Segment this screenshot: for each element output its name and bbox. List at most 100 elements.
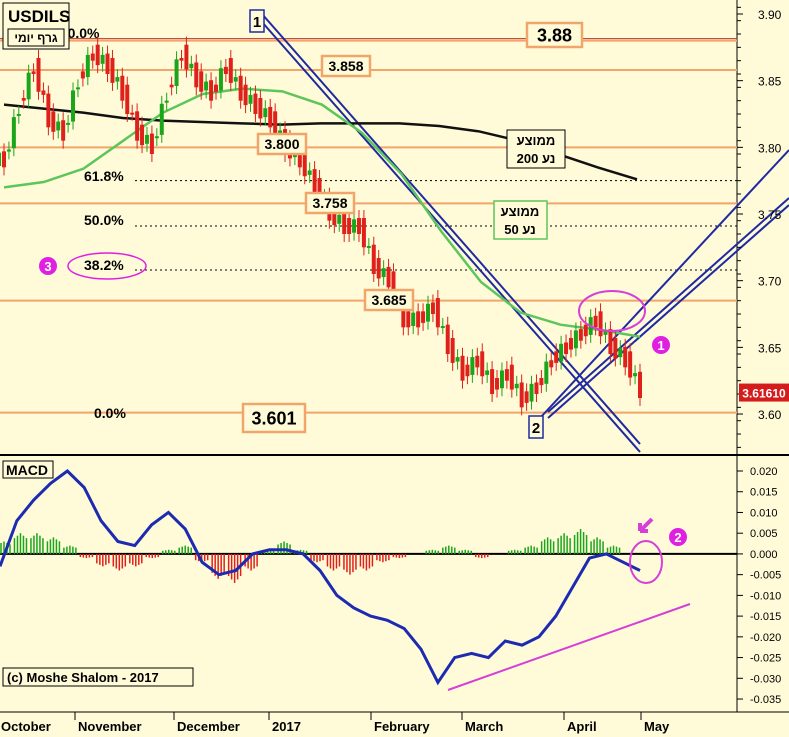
candle-body <box>26 72 31 100</box>
level-box-5 <box>241 402 307 434</box>
candle-body <box>312 169 317 195</box>
level-box-label-0: 3.88 <box>537 25 572 45</box>
candle-body <box>564 342 569 355</box>
macd-line <box>0 469 641 686</box>
ma50-line <box>3 87 641 338</box>
candle-body <box>366 246 371 249</box>
candle-body <box>6 149 11 152</box>
level-box-2 <box>256 132 308 156</box>
candle-body <box>307 170 312 175</box>
ma200-label-2: נע 200 <box>517 151 556 166</box>
candle-body <box>253 93 258 115</box>
macd-tick-label: 0.010 <box>750 507 778 519</box>
ma50-label-box <box>493 200 548 240</box>
candle-body <box>61 120 66 141</box>
candle-body <box>164 100 169 103</box>
candle-body <box>233 77 238 82</box>
candle-body <box>2 151 6 168</box>
credit-text: (c) Moshe Shalom - 2017 <box>7 670 159 685</box>
candle-body <box>199 71 204 92</box>
macd-arrow <box>638 517 654 533</box>
candle-body <box>416 311 421 328</box>
candle-body <box>110 58 115 83</box>
candle-body <box>11 117 16 149</box>
candle-body <box>46 93 51 128</box>
price-tick-label: 3.60 <box>758 408 782 422</box>
price-tick-label: 3.70 <box>758 275 782 289</box>
candle-body <box>578 329 583 341</box>
candle-body <box>485 370 490 375</box>
candle-body <box>598 311 603 337</box>
macd-tick-label: 0.000 <box>750 549 778 561</box>
candle-body <box>623 346 628 368</box>
candle-body <box>638 371 642 399</box>
candle-body <box>130 112 135 115</box>
down-channel-line-1 <box>261 13 641 445</box>
candle-body <box>475 355 480 368</box>
level-box-label-2: 3.800 <box>264 136 299 152</box>
marker-label-1: 2 <box>674 530 681 545</box>
marker-circle-1 <box>669 528 687 546</box>
candle-body <box>633 373 638 377</box>
candle-body <box>243 84 248 106</box>
fib-label-2: 50.0% <box>84 212 124 228</box>
candle-body <box>583 324 588 337</box>
candle-body <box>539 378 544 386</box>
candle-body <box>144 134 149 144</box>
candle-body <box>36 58 41 92</box>
candle-body <box>352 219 357 233</box>
candle-body <box>159 103 164 135</box>
macd-title: MACD <box>6 462 48 478</box>
trend-label-1: 1 <box>253 14 261 31</box>
fib-label-3: 38.2% <box>84 257 124 273</box>
candle-body <box>105 53 110 75</box>
candle-body <box>169 84 174 88</box>
macd-tick-label: -0.005 <box>750 570 781 582</box>
trend-label-2: 2 <box>532 420 540 437</box>
candle-body <box>149 133 154 155</box>
level-box-label-5: 3.601 <box>251 408 296 428</box>
candle-body <box>628 351 633 378</box>
candle-body <box>263 108 268 118</box>
trend-label-box-1 <box>249 9 265 33</box>
candle-body <box>248 94 253 104</box>
candle-body <box>480 351 485 377</box>
candle-body <box>75 87 80 90</box>
candle-body <box>608 329 613 355</box>
candle-body <box>85 54 90 78</box>
x-tick-label: February <box>374 719 430 734</box>
candle-body <box>273 111 278 137</box>
down-channel-line-0 <box>261 21 641 453</box>
candle-body <box>455 357 460 362</box>
candle-body <box>554 351 559 363</box>
candle-body <box>465 364 470 377</box>
candle-body <box>154 136 159 139</box>
credit-box <box>2 667 194 687</box>
candle-body <box>470 357 475 375</box>
level-box-label-4: 3.685 <box>371 292 406 308</box>
marker-circle-0 <box>652 336 670 354</box>
level-box-4 <box>363 288 415 312</box>
candle-body <box>499 370 504 389</box>
last-price-label: 3.61610 <box>742 387 786 401</box>
price-tick-label: 3.80 <box>758 141 782 155</box>
candle-body <box>332 204 337 226</box>
fib-label-1: 61.8% <box>84 168 124 184</box>
level-box-3 <box>304 191 356 215</box>
candle-body <box>80 71 85 79</box>
candle-body <box>100 54 105 64</box>
candle-body <box>514 383 519 389</box>
macd-tick-label: 0.015 <box>750 487 778 499</box>
up-channel-line-1 <box>547 204 789 419</box>
macd-ellipse <box>629 540 663 584</box>
ma200-label-box <box>506 129 566 169</box>
candle-body <box>504 369 509 381</box>
macd-tick-label: -0.025 <box>750 653 781 665</box>
macd-tick-label: -0.015 <box>750 611 781 623</box>
candle-body <box>278 130 283 135</box>
level-box-1 <box>320 54 372 78</box>
candle-body <box>435 298 440 328</box>
candle-body <box>184 44 189 70</box>
candle-body <box>31 71 36 75</box>
